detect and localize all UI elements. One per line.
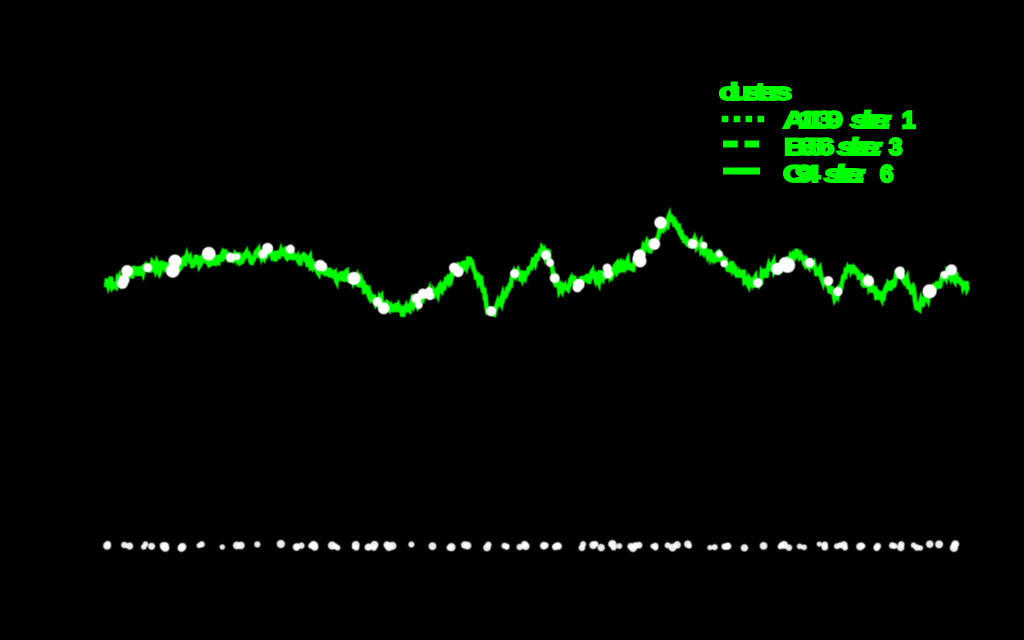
- svg-text:C94: C94: [783, 160, 821, 187]
- svg-text:size:: size:: [837, 133, 884, 160]
- svg-text:size:: size:: [824, 160, 867, 187]
- svg-text:A1139: A1139: [783, 106, 843, 133]
- svg-text:size:: size:: [850, 106, 893, 133]
- svg-text:3: 3: [889, 134, 902, 161]
- svg-text:clusters: clusters: [719, 78, 792, 105]
- svg-text:6: 6: [880, 161, 893, 188]
- svg-text:1: 1: [902, 107, 915, 134]
- svg-text:B356: B356: [784, 133, 835, 160]
